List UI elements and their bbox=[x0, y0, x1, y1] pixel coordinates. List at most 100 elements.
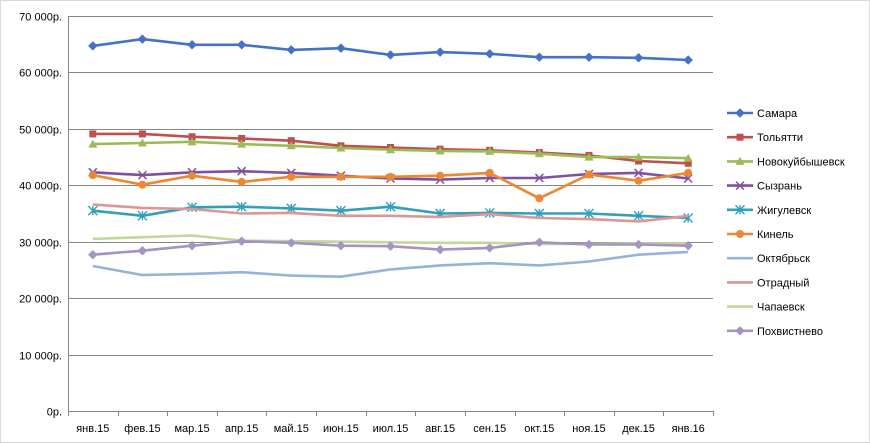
data-point bbox=[287, 137, 295, 145]
data-point bbox=[436, 171, 445, 180]
data-point bbox=[684, 159, 692, 167]
x-tick-label: авг.15 bbox=[425, 423, 455, 435]
x-tick-label: дек.15 bbox=[622, 423, 655, 435]
x-tick-label: фев.15 bbox=[124, 423, 160, 435]
data-point bbox=[584, 170, 593, 179]
legend-marker bbox=[735, 156, 745, 165]
data-point bbox=[237, 139, 247, 148]
data-point bbox=[237, 166, 247, 176]
data-point bbox=[137, 170, 147, 180]
data-point bbox=[485, 146, 495, 155]
series-lines bbox=[87, 34, 694, 279]
series-line bbox=[92, 250, 689, 279]
data-point bbox=[336, 43, 346, 53]
data-point bbox=[385, 241, 396, 251]
x-tick-label: ноя.15 bbox=[572, 423, 605, 435]
data-point bbox=[287, 172, 296, 181]
data-point bbox=[187, 137, 197, 146]
legend-item: Похвистнево bbox=[727, 326, 823, 338]
data-point bbox=[336, 143, 346, 152]
data-point bbox=[386, 172, 395, 181]
data-point bbox=[534, 52, 545, 62]
data-point bbox=[336, 240, 346, 251]
legend-label: Чапаевск bbox=[757, 302, 805, 314]
x-tick-label: мар.15 bbox=[174, 423, 209, 435]
series-7 bbox=[92, 250, 689, 279]
data-point bbox=[88, 41, 98, 51]
x-tick-label: июл.15 bbox=[373, 423, 409, 435]
data-point bbox=[634, 168, 644, 178]
data-point bbox=[534, 237, 545, 247]
y-tick-label: 60 000р. bbox=[19, 68, 62, 80]
data-point bbox=[534, 149, 544, 158]
data-point bbox=[386, 145, 395, 154]
legend-label: Отрадный bbox=[757, 277, 809, 289]
x-tick-label: сен.15 bbox=[473, 423, 506, 435]
data-point bbox=[485, 168, 494, 177]
legend: Самара Тольятти Новокуйбышевск Сызрань Жигул… bbox=[727, 108, 845, 338]
data-point bbox=[286, 203, 297, 214]
gridlines bbox=[68, 16, 713, 356]
data-point bbox=[584, 152, 594, 161]
data-point bbox=[286, 141, 296, 150]
legend-item: Кинель bbox=[727, 229, 794, 241]
data-point bbox=[286, 45, 296, 55]
data-point bbox=[583, 208, 594, 219]
legend-item: Чапаевск bbox=[727, 302, 805, 314]
data-point bbox=[584, 239, 594, 250]
x-tick-label: янв.16 bbox=[672, 423, 705, 435]
data-point bbox=[137, 246, 148, 256]
legend-marker bbox=[735, 108, 745, 118]
data-point bbox=[237, 177, 246, 186]
x-tick-label: янв.15 bbox=[76, 423, 109, 435]
legend-label: Жигулевск bbox=[757, 205, 811, 217]
data-point bbox=[88, 249, 98, 260]
legend-item: Сызрань bbox=[727, 181, 802, 193]
data-point bbox=[137, 34, 148, 44]
data-point bbox=[684, 168, 693, 177]
legend-item: Новокуйбышевск bbox=[727, 156, 845, 168]
data-point bbox=[88, 139, 98, 148]
x-tick-label: окт.15 bbox=[524, 423, 554, 435]
legend-marker bbox=[735, 181, 745, 191]
data-point bbox=[137, 138, 147, 147]
data-point bbox=[683, 55, 693, 65]
series-3 bbox=[88, 137, 693, 162]
legend-marker bbox=[735, 204, 745, 215]
data-point bbox=[138, 130, 146, 138]
data-point bbox=[87, 205, 98, 216]
x-tick-label: май.15 bbox=[274, 423, 309, 435]
data-point bbox=[485, 243, 495, 253]
data-point bbox=[485, 49, 495, 59]
data-point bbox=[584, 52, 594, 62]
series-1 bbox=[88, 34, 693, 65]
data-point bbox=[238, 134, 246, 142]
y-tick-label: 30 000р. bbox=[19, 238, 62, 250]
series-10 bbox=[88, 236, 693, 260]
data-point bbox=[634, 176, 643, 185]
data-point bbox=[535, 194, 544, 203]
y-tick-labels: 0р. 10 000р. 20 000р. 30 000р. 40 000р. 50 00… bbox=[19, 12, 62, 419]
legend-label: Самара bbox=[757, 108, 798, 120]
x-tick-label: апр.15 bbox=[225, 423, 258, 435]
y-tick-label: 0р. bbox=[47, 407, 62, 419]
x-tick-labels: янв.15 фев.15 мар.15 апр.15 май.15 июн.15 июл.… bbox=[76, 423, 705, 435]
data-point bbox=[385, 201, 396, 212]
data-point bbox=[435, 146, 445, 155]
legend-marker bbox=[735, 326, 745, 336]
legend-item: Отрадный bbox=[727, 277, 809, 289]
legend-item: Октябрьск bbox=[727, 253, 810, 265]
data-point bbox=[236, 236, 247, 246]
data-point bbox=[435, 244, 445, 255]
legend-item: Самара bbox=[727, 108, 798, 120]
data-point bbox=[683, 153, 693, 162]
y-tick-label: 40 000р. bbox=[19, 181, 62, 193]
axes bbox=[68, 16, 714, 416]
legend-label: Похвистнево bbox=[757, 326, 823, 338]
data-point bbox=[236, 201, 247, 212]
data-point bbox=[286, 238, 296, 248]
legend-label: Тольятти bbox=[757, 132, 803, 144]
y-tick-label: 70 000р. bbox=[19, 12, 62, 24]
data-point bbox=[385, 50, 396, 60]
